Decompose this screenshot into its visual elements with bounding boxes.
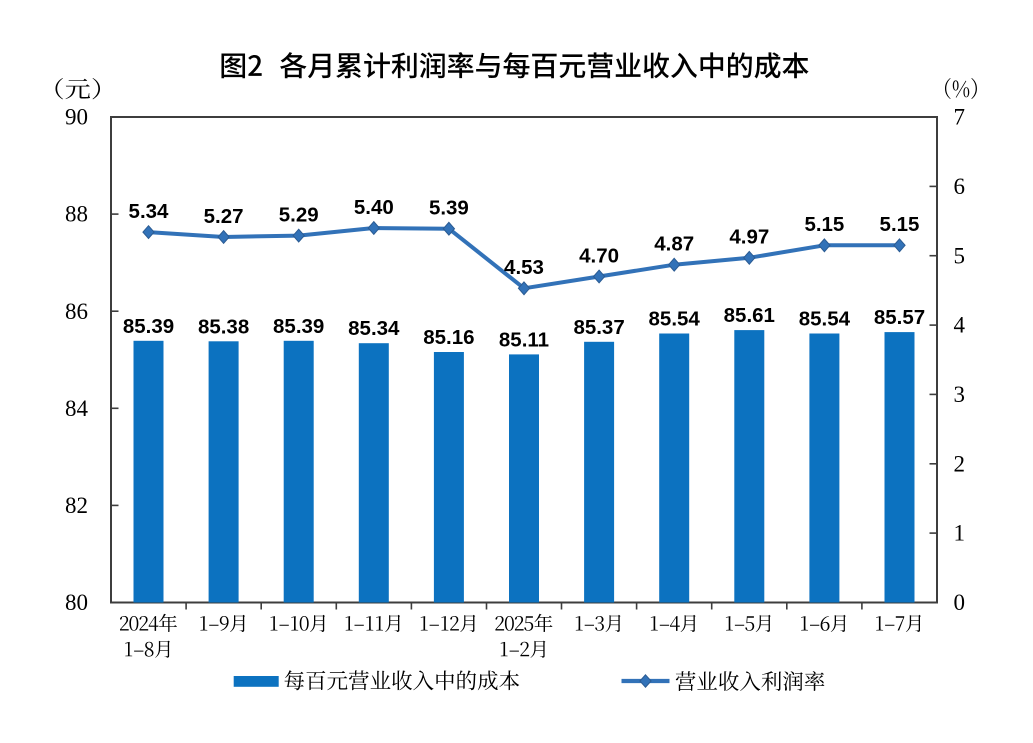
svg-text:4.87: 4.87 (654, 233, 694, 256)
svg-text:5.15: 5.15 (880, 213, 920, 236)
svg-text:84: 84 (65, 396, 89, 421)
svg-text:5: 5 (954, 243, 966, 268)
svg-text:85.11: 85.11 (499, 328, 549, 351)
svg-text:0: 0 (954, 590, 966, 615)
svg-text:85.57: 85.57 (874, 306, 925, 329)
svg-text:7: 7 (954, 105, 966, 130)
svg-text:5.27: 5.27 (204, 205, 244, 228)
svg-text:5.15: 5.15 (804, 213, 844, 236)
svg-text:85.39: 85.39 (123, 315, 174, 338)
svg-text:90: 90 (65, 105, 88, 130)
svg-text:4: 4 (954, 313, 966, 338)
svg-text:85.61: 85.61 (724, 304, 775, 327)
svg-text:86: 86 (65, 299, 88, 324)
svg-text:4.53: 4.53 (504, 256, 544, 279)
svg-text:4.70: 4.70 (579, 244, 619, 267)
svg-text:85.16: 85.16 (423, 326, 474, 349)
svg-text:85.39: 85.39 (273, 315, 324, 338)
svg-text:82: 82 (65, 493, 88, 518)
svg-text:85.38: 85.38 (198, 315, 249, 338)
svg-text:80: 80 (65, 590, 88, 615)
svg-text:88: 88 (65, 202, 88, 227)
svg-text:2: 2 (954, 451, 966, 476)
svg-text:3: 3 (954, 382, 966, 407)
svg-text:5.29: 5.29 (279, 203, 319, 226)
svg-text:85.54: 85.54 (649, 308, 701, 331)
svg-text:6: 6 (954, 174, 966, 199)
svg-text:4.97: 4.97 (729, 226, 769, 249)
svg-text:5.40: 5.40 (354, 196, 394, 219)
svg-text:1: 1 (954, 521, 966, 546)
svg-text:85.34: 85.34 (348, 317, 400, 340)
svg-text:5.39: 5.39 (429, 197, 469, 220)
svg-text:85.37: 85.37 (573, 316, 624, 339)
svg-text:5.34: 5.34 (129, 200, 169, 223)
svg-text:85.54: 85.54 (799, 308, 851, 331)
